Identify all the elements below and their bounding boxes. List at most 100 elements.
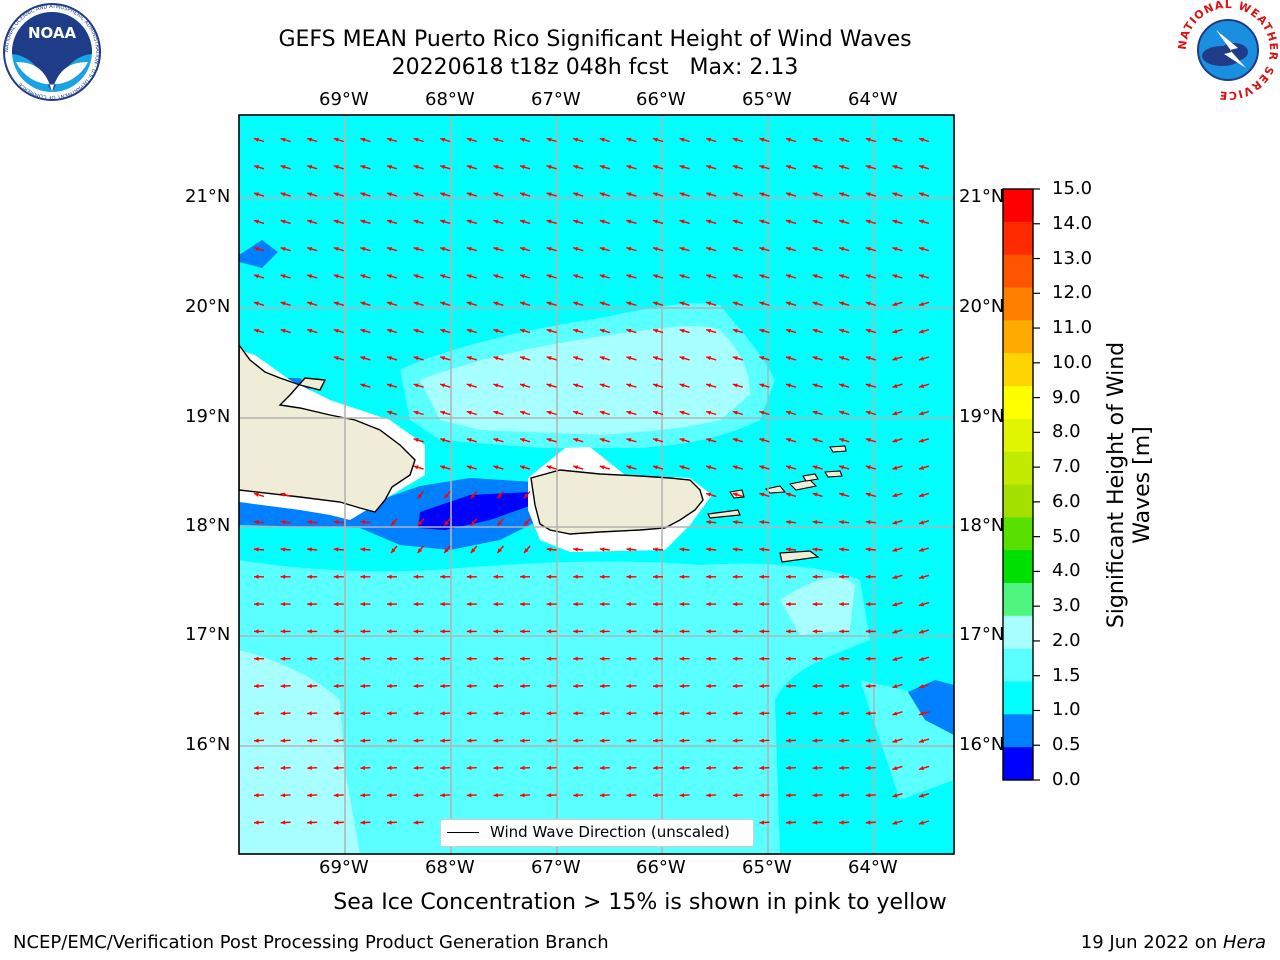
wave-direction-arrowhead <box>626 629 631 634</box>
wave-direction-arrowhead <box>865 492 871 497</box>
wave-direction-arrowhead <box>546 683 552 689</box>
puerto-rico-land <box>530 469 704 535</box>
wave-direction-arrowhead <box>839 383 845 388</box>
lat-tick-left: 18°N <box>185 515 231 536</box>
legend-line-icon <box>447 832 479 833</box>
wave-direction-arrowhead <box>759 547 765 552</box>
wave-direction-arrowhead <box>520 410 525 415</box>
colorbar-segment <box>1003 353 1033 387</box>
wave-direction-arrowhead <box>786 793 791 798</box>
wave-direction-arrowhead <box>865 574 871 579</box>
wave-direction-arrowhead <box>493 192 499 197</box>
wave-direction-arrowhead <box>333 765 339 771</box>
wave-direction-arrowhead <box>280 574 286 579</box>
wave-direction-arrowhead <box>546 793 552 798</box>
lon-tick-top: 66°W <box>636 89 686 110</box>
wave-direction-arrowhead <box>759 192 765 197</box>
system-name: Hera <box>1222 932 1266 953</box>
wave-direction-arrowhead <box>653 574 658 579</box>
sea-ice-note: Sea Ice Concentration > 15% is shown in … <box>333 890 947 915</box>
wave-direction-arrowhead <box>413 574 419 579</box>
colorbar-tick-label: 12.0 <box>1052 282 1093 304</box>
wave-direction-arrowhead <box>786 629 791 634</box>
wave-direction-arrowhead <box>679 328 685 333</box>
legend-label: Wind Wave Direction (unscaled) <box>490 823 730 841</box>
wave-direction-arrowhead <box>254 601 259 607</box>
wave-direction-arrowhead <box>892 547 898 552</box>
wave-direction-arrowhead <box>786 274 791 279</box>
wave-direction-arrowhead <box>360 301 366 306</box>
wave-direction-arrowhead <box>520 246 525 252</box>
wave-direction-arrowhead <box>466 274 472 279</box>
lon-tick-bottom: 68°W <box>425 857 475 878</box>
wave-direction-arrowhead <box>919 820 924 825</box>
wave-direction-arrowhead <box>653 356 658 361</box>
wave-direction-arrowhead <box>706 683 711 689</box>
wave-direction-arrowhead <box>520 301 525 306</box>
wave-direction-arrowhead <box>919 711 924 716</box>
wave-direction-arrowhead <box>812 383 818 388</box>
wave-direction-arrowhead <box>413 137 419 142</box>
wave-direction-arrowhead <box>706 274 712 279</box>
wave-direction-arrowhead <box>413 793 419 798</box>
colorbar-tick-label: 9.0 <box>1052 386 1081 408</box>
wave-direction-arrowhead <box>493 738 499 743</box>
wave-direction-arrowhead <box>333 246 339 252</box>
wave-direction-arrowhead <box>466 301 472 306</box>
wave-direction-arrowhead <box>387 765 392 771</box>
wave-direction-arrowhead <box>599 547 605 552</box>
wave-direction-arrowhead <box>759 410 765 415</box>
wave-direction-arrowhead <box>839 274 845 279</box>
wave-direction-arrowhead <box>280 601 286 607</box>
wave-direction-arrowhead <box>387 711 392 716</box>
colorbar-tick-label: 6.0 <box>1052 490 1081 512</box>
wave-direction-arrowhead <box>865 520 871 525</box>
wave-direction-arrowhead <box>919 656 924 661</box>
colorbar-segment <box>1003 714 1033 748</box>
credit-line: NCEP/EMC/Verification Post Processing Pr… <box>13 932 609 953</box>
wave-direction-arrowhead <box>546 165 552 170</box>
wave-direction-arrowhead <box>812 219 818 224</box>
wave-direction-arrowhead <box>919 411 924 416</box>
wave-direction-arrowhead <box>865 328 871 333</box>
wave-direction-arrowhead <box>333 793 339 798</box>
wave-direction-arrowhead <box>573 246 579 252</box>
wave-direction-arrowhead <box>413 246 419 252</box>
wave-field-0.5-1m-east <box>908 680 954 735</box>
wave-direction-arrowhead <box>626 656 631 661</box>
wave-direction-arrowhead <box>892 684 898 689</box>
wave-direction-arrowhead <box>732 765 738 771</box>
wave-direction-arrowhead <box>892 356 898 361</box>
wave-direction-arrowhead <box>679 547 685 552</box>
colorbar-segment <box>1003 681 1033 715</box>
wave-direction-arrowhead <box>520 438 525 443</box>
lat-tick-right: 19°N <box>959 406 1003 427</box>
wave-direction-arrowhead <box>626 383 632 388</box>
wave-direction-arrowhead <box>413 711 419 716</box>
wave-direction-arrowhead <box>839 165 845 170</box>
wave-direction-arrowhead <box>839 465 845 470</box>
wave-direction-arrowhead <box>732 520 738 525</box>
wave-direction-arrowhead <box>254 574 259 579</box>
lat-tick-left: 21°N <box>185 186 231 207</box>
wave-direction-arrowhead <box>679 793 685 798</box>
wave-direction-arrowhead <box>413 820 419 825</box>
wave-direction-arrowhead <box>812 192 818 197</box>
wave-direction-arrowhead <box>892 301 898 307</box>
render-date: 19 Jun 2022 on Hera <box>1081 932 1266 953</box>
wave-direction-arrowhead <box>360 520 366 525</box>
wave-direction-arrowhead <box>759 492 765 497</box>
wave-direction-arrowhead <box>333 219 339 224</box>
wave-direction-arrowhead <box>307 137 313 142</box>
wave-direction-arrowhead <box>360 137 366 142</box>
wave-direction-arrowhead <box>333 192 339 197</box>
wave-direction-arrowhead <box>839 192 845 197</box>
wave-direction-arrowhead <box>626 165 632 170</box>
wave-direction-arrowhead <box>573 547 578 552</box>
wave-direction-arrowhead <box>417 548 423 553</box>
wave-direction-arrowhead <box>653 192 658 197</box>
wave-direction-arrowhead <box>520 328 525 333</box>
wave-direction-arrowhead <box>919 301 924 307</box>
wave-direction-arrowhead <box>865 274 871 279</box>
wave-direction-arrowhead <box>546 438 552 443</box>
